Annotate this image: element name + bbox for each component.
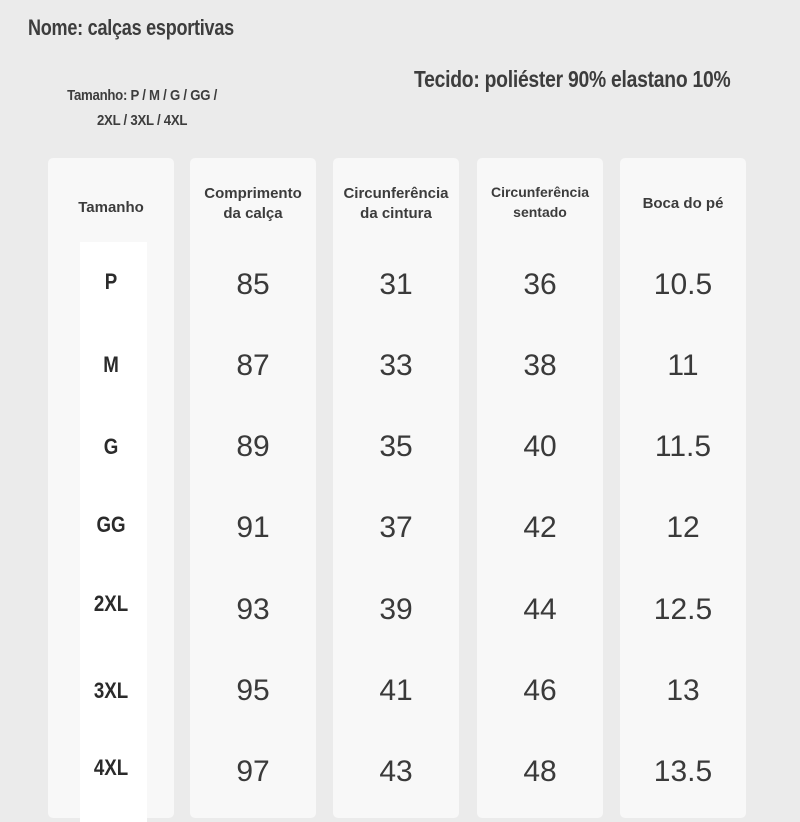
column-header-hem: Boca do pé xyxy=(642,195,724,212)
column-size: Tamanho P M G GG 2XL 3XL 4XL xyxy=(48,158,174,822)
column-header-size: Tamanho xyxy=(78,199,144,216)
size-cell: GG xyxy=(96,512,126,537)
hem-cell: 11 xyxy=(667,349,699,382)
waist-cell: 37 xyxy=(379,511,413,544)
length-cell: 97 xyxy=(236,755,270,788)
fabric-composition: Tecido: poliéster 90% elastano 10% xyxy=(414,66,731,92)
size-cell: P xyxy=(104,269,118,294)
waist-cell: 35 xyxy=(379,430,413,463)
seated-cell: 42 xyxy=(523,511,557,544)
size-strip xyxy=(80,242,147,822)
size-cell: 3XL xyxy=(93,678,129,703)
waist-cell: 43 xyxy=(379,755,413,788)
column-hem: Boca do pé 10.5 11 11.5 12 12.5 13 13.5 xyxy=(620,158,746,818)
size-list: Tamanho: P / M / G / GG / 2XL / 3XL / 4X… xyxy=(67,87,218,129)
length-cell: 93 xyxy=(236,593,270,626)
length-cell: 91 xyxy=(236,511,270,544)
seated-cell: 48 xyxy=(523,755,557,788)
column-header-waist: Circunferência da cintura xyxy=(343,185,449,222)
size-cell: M xyxy=(103,352,119,377)
hem-cell: 10.5 xyxy=(653,268,713,301)
column-header-length: Comprimento da calça xyxy=(204,185,302,222)
size-cell: 4XL xyxy=(93,755,129,780)
product-name: Nome: calças esportivas xyxy=(28,15,234,40)
column-length: Comprimento da calça 85 87 89 91 93 95 9… xyxy=(190,158,316,818)
seated-cell: 38 xyxy=(523,349,557,382)
length-cell: 95 xyxy=(236,674,270,707)
size-cell: G xyxy=(103,434,119,459)
hem-cell: 11.5 xyxy=(654,430,712,463)
seated-cell: 36 xyxy=(523,268,557,301)
waist-cell: 33 xyxy=(379,349,413,382)
size-cell: 2XL xyxy=(93,591,129,616)
hem-cell: 13.5 xyxy=(653,755,713,788)
waist-cell: 31 xyxy=(379,268,413,301)
seated-cell: 40 xyxy=(523,430,557,463)
waist-cell: 41 xyxy=(379,674,413,707)
length-cell: 89 xyxy=(236,430,270,463)
column-waist: Circunferência da cintura 31 33 35 37 39… xyxy=(333,158,459,818)
length-cell: 85 xyxy=(236,268,270,301)
column-seated: Circunferência sentado 36 38 40 42 44 46… xyxy=(477,158,603,818)
seated-cell: 44 xyxy=(523,593,557,626)
waist-cell: 39 xyxy=(379,593,413,626)
hem-cell: 12 xyxy=(666,511,700,544)
seated-cell: 46 xyxy=(523,674,557,707)
hem-cell: 13 xyxy=(666,674,700,707)
hem-cell: 12.5 xyxy=(653,593,713,626)
length-cell: 87 xyxy=(236,349,270,382)
column-header-seated: Circunferência sentado xyxy=(490,184,590,220)
